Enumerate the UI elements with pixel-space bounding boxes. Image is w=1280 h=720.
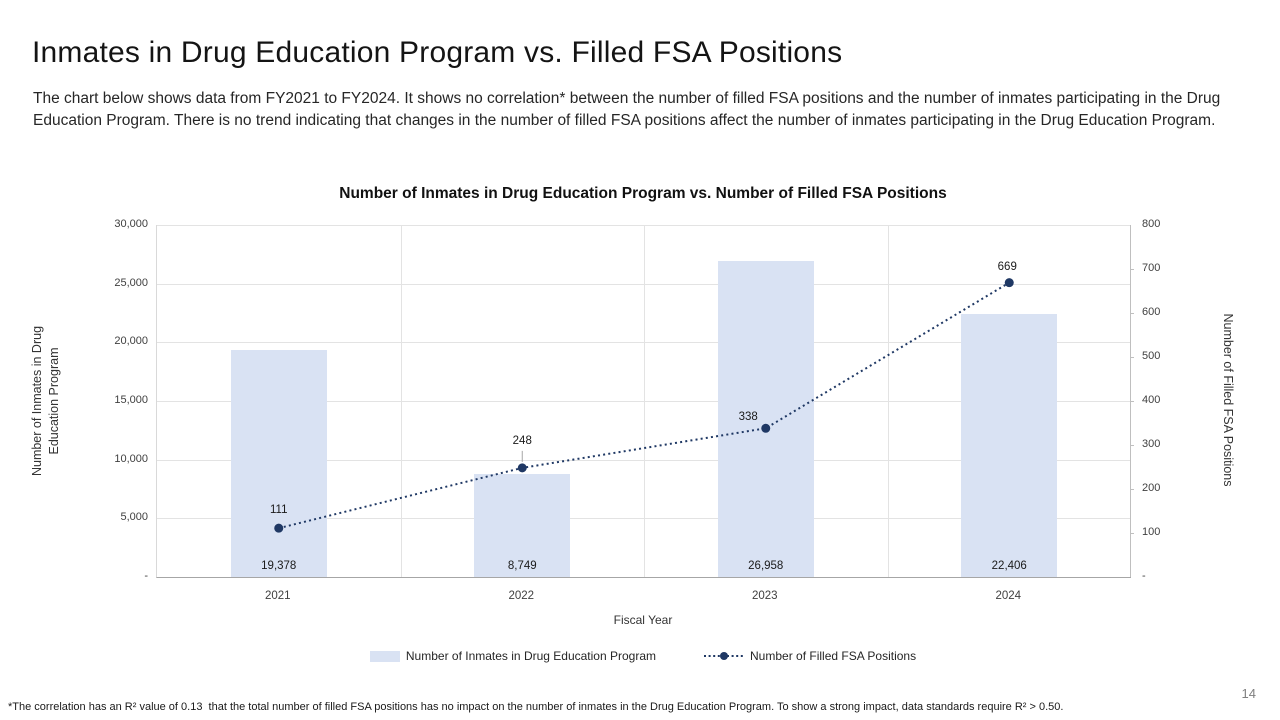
legend-bar-swatch-icon [369,650,400,662]
y-axis-right-tick-mark [1130,357,1134,358]
y-axis-right-tick-labels: - 100 200 300 400 500 600 700 800 [1142,218,1202,582]
data-point-label: 338 [738,411,758,424]
y-axis-right-tick-label: 700 [1142,262,1161,274]
gridline-vertical [887,225,889,577]
bar [474,474,571,577]
slide-title: Inmates in Drug Education Program vs. Fi… [32,36,843,69]
y-axis-right-tick-mark [1130,445,1134,446]
y-axis-right-tick-label: 200 [1142,482,1161,494]
legend-item-inmates: Number of Inmates in Drug Education Prog… [369,649,657,663]
y-axis-right-tick-mark [1130,533,1134,534]
x-axis-tick-label: 2023 [751,590,778,602]
gridline-vertical [400,225,402,577]
bar [717,260,814,577]
y-axis-left-tick-label: 15,000 [114,394,148,406]
x-axis-tick-label: 2022 [508,590,535,602]
y-axis-right-tick-label: 600 [1142,306,1161,318]
y-axis-right-tick-label: 300 [1142,438,1161,450]
chart-title: Number of Inmates in Drug Education Prog… [339,185,947,202]
bar-value-label: 8,749 [507,560,537,572]
data-point-marker [1004,278,1014,288]
y-axis-left-tick-label: 10,000 [114,452,148,465]
bar-value-label: 19,378 [261,560,297,572]
data-point-marker [517,463,527,473]
legend-label-fsa: Number of Filled FSA Positions [750,649,917,663]
bar-value-label: 22,406 [991,560,1027,572]
x-axis-tick-labels: 2021 2022 2023 2024 [156,590,1130,602]
data-point-marker [761,423,771,433]
x-axis-tick-label: 2021 [264,590,291,602]
y-axis-right-tick-mark [1130,313,1134,314]
y-axis-left-tick-label: 20,000 [114,335,148,348]
y-axis-right-tick-label: - [1142,570,1146,582]
legend-label-inmates: Number of Inmates in Drug Education Prog… [405,649,657,663]
y-axis-left-tick-label: - [144,570,148,582]
bar-value-label: 26,958 [748,560,784,572]
legend-dotted-line-icon [704,652,745,660]
y-axis-right-tick-mark [1130,489,1134,490]
y-axis-right-tick-label: 400 [1142,394,1161,406]
line-series [274,278,1014,533]
data-point-label: 248 [512,434,532,447]
data-point-label: 669 [997,260,1017,273]
x-axis-tick-label: 2024 [995,590,1022,602]
data-point-label: 111 [270,504,288,517]
y-axis-right-tick-mark [1130,401,1134,402]
bar [230,349,327,577]
data-point-marker [274,523,284,533]
dotted-line [278,281,1010,530]
y-axis-left-tick-label: 25,000 [114,276,148,289]
bar [961,314,1058,577]
legend-item-fsa: Number of Filled FSA Positions [704,649,916,663]
y-axis-title-left-line1: Number of Inmates in Drug [30,325,44,477]
y-axis-right-tick-label: 500 [1142,350,1161,362]
y-axis-right-tick-mark [1130,269,1134,270]
y-axis-left-tick-label: 30,000 [114,218,148,230]
slide-subtitle: The chart below shows data from FY2021 t… [33,90,1221,130]
y-axis-right-tick-label: 800 [1142,218,1161,230]
legend: Number of Inmates in Drug Education Prog… [156,649,1130,663]
y-axis-title-right: Number of Filled FSA Positions [1221,313,1235,487]
plot-area: 19,378 8,749 26,958 22,406 111 248 338 669 [156,225,1131,578]
y-axis-right-tick-label: 100 [1142,526,1161,538]
page-number: 14 [1241,686,1256,701]
gridline-vertical [644,225,645,577]
x-axis-title: Fiscal Year [613,613,673,627]
y-axis-left-tick-label: 5,000 [120,511,148,524]
footnote: *The correlation has an R² value of 0.13… [8,701,1064,713]
y-axis-left-tick-labels: - 5,000 10,000 15,000 20,000 25,000 30,000 [56,218,148,582]
